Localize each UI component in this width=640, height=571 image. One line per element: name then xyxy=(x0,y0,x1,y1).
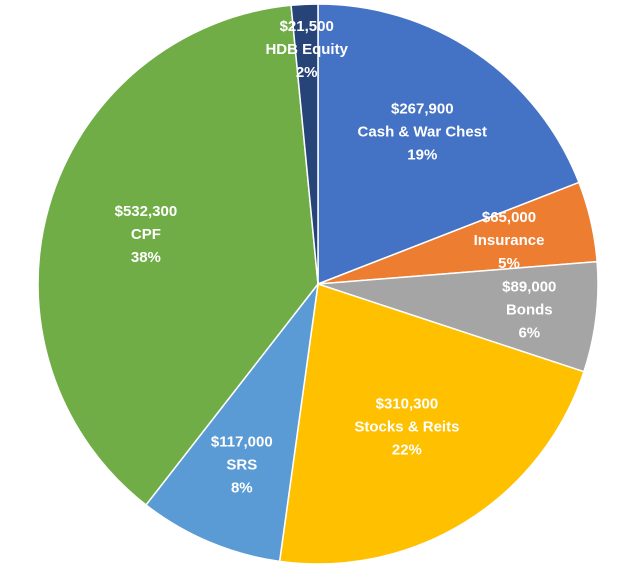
data-label-percent-hdb-equity: 2% xyxy=(296,64,318,81)
data-label-percent-cpf: 38% xyxy=(131,249,161,266)
data-label-category-bonds: Bonds xyxy=(506,301,553,318)
pie-slice-cash-war-chest xyxy=(317,3,580,286)
data-label-cpf: $532,300 CPF 38% xyxy=(115,203,178,266)
data-label-category-insurance: Insurance xyxy=(474,232,545,249)
pie-slice-srs xyxy=(144,281,320,563)
data-label-value-hdb-equity: $21,500 xyxy=(280,18,334,35)
data-label-value-cash-war-chest: $267,900 xyxy=(391,101,454,118)
data-label-bonds: $89,000 Bonds 6% xyxy=(502,278,556,341)
data-label-category-cash-war-chest: Cash & War Chest xyxy=(358,124,487,141)
data-label-value-bonds: $89,000 xyxy=(502,278,556,295)
data-label-cash-war-chest: $267,900 Cash & War Chest 19% xyxy=(358,101,487,164)
data-label-value-insurance: $65,000 xyxy=(482,209,536,226)
data-label-percent-cash-war-chest: 19% xyxy=(407,147,437,164)
data-label-percent-srs: 8% xyxy=(231,480,253,497)
data-label-value-srs: $117,000 xyxy=(211,434,273,451)
data-label-category-hdb-equity: HDB Equity xyxy=(265,41,348,58)
data-label-srs: $117,000 SRS 8% xyxy=(211,434,273,497)
pie-slice-hdb-equity xyxy=(290,3,319,285)
data-label-category-stocks-reits: Stocks & Reits xyxy=(354,419,459,436)
pie-slice-stocks-reits xyxy=(278,283,585,565)
data-label-stocks-reits: $310,300 Stocks & Reits 22% xyxy=(354,396,459,459)
data-label-hdb-equity: $21,500 HDB Equity 2% xyxy=(265,18,348,81)
data-label-percent-bonds: 6% xyxy=(518,324,540,341)
pie-slice-cpf xyxy=(37,4,319,507)
data-label-value-cpf: $532,300 xyxy=(115,203,178,220)
data-label-category-cpf: CPF xyxy=(131,226,161,243)
data-label-percent-stocks-reits: 22% xyxy=(392,442,422,459)
pie-slice-bonds xyxy=(317,260,599,373)
data-label-category-srs: SRS xyxy=(226,457,257,474)
data-label-value-stocks-reits: $310,300 xyxy=(376,396,439,413)
